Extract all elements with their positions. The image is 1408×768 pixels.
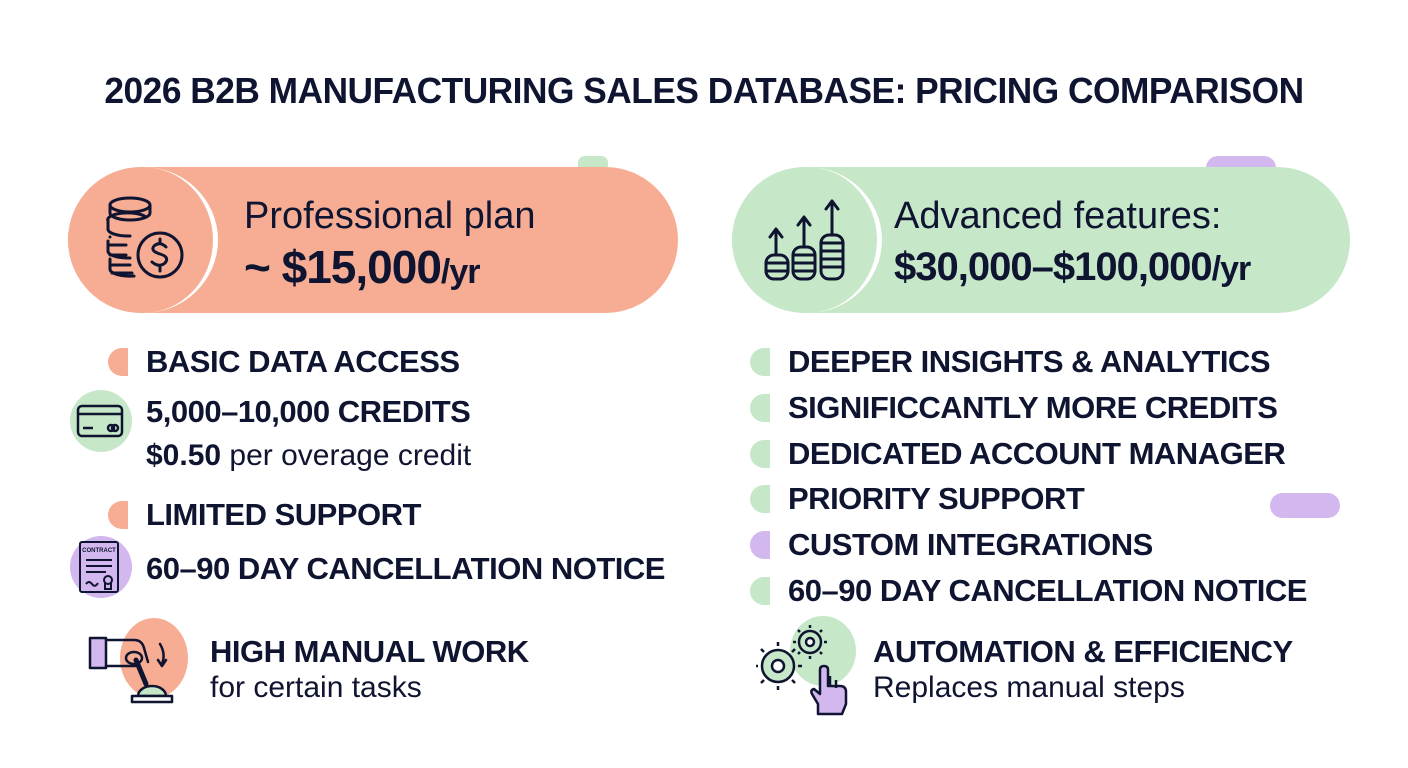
icon-accent-circle [120,618,188,698]
price-amount: ~ $15,000 [244,241,442,293]
banner-text: Advanced features: $30,000–$100,000/yr [894,193,1252,297]
svg-text:CONTRACT: CONTRACT [82,548,116,554]
footer-label: HIGH MANUAL WORK [210,634,529,669]
credit-card-icon-bg [70,390,132,452]
price-amount: $30,000–$100,000 [894,245,1213,289]
bullet-marker [108,348,128,376]
icon-circle [732,167,882,313]
bullet-marker [750,577,770,605]
credit-card-icon [76,404,124,438]
feature-label: CUSTOM INTEGRATIONS [788,527,1153,562]
plan-price: ~ $15,000/yr [244,239,536,300]
feature-basic-data-access: BASIC DATA ACCESS [108,344,460,380]
feature-limited-support: LIMITED SUPPORT [108,497,421,533]
feature-cancellation-notice: 60–90 DAY CANCELLATION NOTICE [146,551,665,587]
gears-click-icon [756,625,848,716]
footer-sub: Replaces manual steps [873,671,1185,704]
feature-label: LIMITED SUPPORT [146,497,421,532]
footer-label: AUTOMATION & EFFICIENCY [873,634,1293,669]
feature-custom-integrations: CUSTOM INTEGRATIONS [750,527,1153,563]
coins-dollar-icon [106,196,184,279]
contract-icon-bg: CONTRACT [70,536,132,598]
contract-icon: CONTRACT [79,541,119,593]
page-title: 2026 B2B MANUFACTURING SALES DATABASE: P… [104,70,1304,111]
plan-name: Professional plan [244,195,536,237]
feature-label: BASIC DATA ACCESS [146,344,460,379]
feature-label: DEEPER INSIGHTS & ANALYTICS [788,344,1271,379]
price-unit: /yr [1211,250,1252,288]
feature-more-credits: SIGNIFICCANTLY MORE CREDITS [750,390,1278,426]
feature-label: 60–90 DAY CANCELLATION NOTICE [146,551,665,586]
banner-text: Professional plan ~ $15,000/yr [244,193,536,300]
overage-price: $0.50 [146,439,222,472]
bullet-marker [108,501,128,529]
bullet-marker [750,440,770,468]
feature-credits: 5,000–10,000 CREDITS $0.50 per overage c… [146,394,471,474]
professional-plan-banner: Professional plan ~ $15,000/yr [68,167,678,313]
hand-crank-icon [88,636,174,704]
feature-priority-support: PRIORITY SUPPORT [750,481,1085,517]
feature-label: PRIORITY SUPPORT [788,481,1085,516]
footer-sub: for certain tasks [210,671,422,704]
plan-price: $30,000–$100,000/yr [894,239,1252,297]
feature-label: DEDICATED ACCOUNT MANAGER [788,436,1286,471]
feature-account-manager: DEDICATED ACCOUNT MANAGER [750,436,1286,472]
bullet-marker [750,394,770,422]
feature-sub: $0.50 per overage credit [146,438,471,474]
feature-label: 60–90 DAY CANCELLATION NOTICE [788,573,1307,608]
plan-name: Advanced features: [894,195,1222,237]
automation-note: AUTOMATION & EFFICIENCY Replaces manual … [873,634,1293,706]
feature-deeper-insights: DEEPER INSIGHTS & ANALYTICS [750,344,1271,380]
bullet-marker [750,348,770,376]
bullet-marker [750,485,770,513]
feature-label: 5,000–10,000 CREDITS [146,394,471,429]
feature-label: SIGNIFICCANTLY MORE CREDITS [788,390,1278,425]
feature-cancellation-notice: 60–90 DAY CANCELLATION NOTICE [750,573,1307,609]
price-unit: /yr [440,253,481,291]
decorative-pill [1270,493,1340,518]
advanced-features-banner: Advanced features: $30,000–$100,000/yr [732,167,1350,313]
manual-work-note: HIGH MANUAL WORK for certain tasks [210,634,529,706]
growing-coins-icon [764,199,845,281]
overage-text: per overage credit [221,439,472,472]
bullet-marker [750,531,770,559]
